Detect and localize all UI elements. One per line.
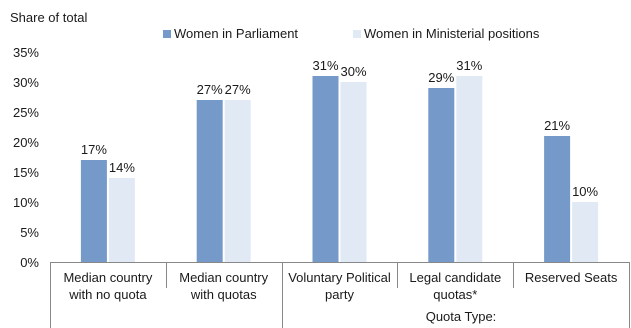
x-group-label: Quota Type: bbox=[426, 309, 497, 324]
x-category-label: with no quota bbox=[68, 287, 147, 302]
bar bbox=[544, 136, 571, 262]
bar bbox=[428, 88, 455, 262]
bar bbox=[572, 202, 599, 262]
y-axis: 0% 5% 10% 15% 20% 25% 30% 35% bbox=[13, 45, 39, 270]
bar bbox=[80, 160, 107, 262]
y-tick-label: 0% bbox=[20, 255, 39, 270]
y-tick-label: 25% bbox=[13, 105, 39, 120]
bar bbox=[340, 82, 367, 262]
legend: Women in Parliament Women in Ministerial … bbox=[163, 26, 540, 41]
data-label: 21% bbox=[544, 118, 570, 133]
legend-label: Women in Parliament bbox=[174, 26, 298, 41]
data-label: 17% bbox=[81, 142, 107, 157]
legend-swatch bbox=[353, 30, 361, 38]
bar bbox=[224, 100, 251, 262]
y-tick-label: 20% bbox=[13, 135, 39, 150]
data-label: 30% bbox=[340, 64, 366, 79]
bar bbox=[196, 100, 223, 262]
x-category-label: Legal candidate bbox=[409, 270, 501, 285]
bar bbox=[456, 76, 483, 262]
data-label: 14% bbox=[109, 160, 135, 175]
x-category-label: Reserved Seats bbox=[525, 270, 618, 285]
data-label: 27% bbox=[225, 82, 251, 97]
x-category-label: with quotas bbox=[190, 287, 257, 302]
data-label: 31% bbox=[456, 58, 482, 73]
data-label: 27% bbox=[197, 82, 223, 97]
bars bbox=[80, 76, 599, 262]
x-category-label: party bbox=[325, 287, 354, 302]
y-tick-label: 10% bbox=[13, 195, 39, 210]
data-label: 10% bbox=[572, 184, 598, 199]
data-label: 29% bbox=[428, 70, 454, 85]
x-category-label: Median country bbox=[179, 270, 268, 285]
bar bbox=[108, 178, 135, 262]
y-tick-label: 5% bbox=[20, 225, 39, 240]
x-category-label: quotas* bbox=[433, 287, 477, 302]
bar bbox=[312, 76, 339, 262]
legend-swatch bbox=[163, 30, 171, 38]
y-axis-label: Share of total bbox=[10, 10, 87, 25]
y-tick-label: 30% bbox=[13, 75, 39, 90]
y-tick-label: 35% bbox=[13, 45, 39, 60]
legend-label: Women in Ministerial positions bbox=[364, 26, 540, 41]
x-axis: Median country with no quota Median countr… bbox=[50, 262, 630, 328]
x-category-label: Voluntary Political bbox=[288, 270, 391, 285]
x-category-label: Median country bbox=[63, 270, 152, 285]
y-tick-label: 15% bbox=[13, 165, 39, 180]
data-label: 31% bbox=[312, 58, 338, 73]
data-labels: 17%27%31%29%21%14%27%30% 31%10% bbox=[81, 58, 599, 199]
